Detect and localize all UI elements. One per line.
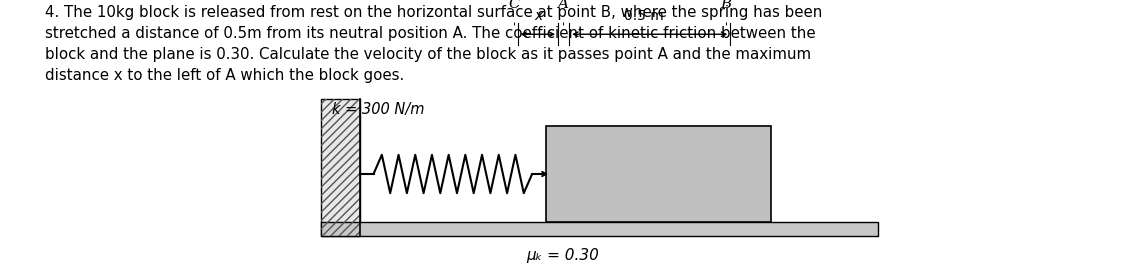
Text: x: x <box>534 9 542 23</box>
Text: 10 kg: 10 kg <box>637 167 679 181</box>
Text: 0.5 m: 0.5 m <box>624 9 664 23</box>
Bar <box>546 126 771 222</box>
Text: B: B <box>720 0 731 11</box>
Text: A: A <box>557 0 568 11</box>
Text: k = 300 N/m: k = 300 N/m <box>332 102 424 117</box>
Bar <box>321 99 360 236</box>
Text: 4. The 10kg block is released from rest on the horizontal surface at point B, wh: 4. The 10kg block is released from rest … <box>45 5 822 84</box>
Text: μₖ = 0.30: μₖ = 0.30 <box>526 248 598 263</box>
Bar <box>321 222 878 236</box>
Text: C: C <box>508 0 520 11</box>
Bar <box>321 99 360 236</box>
